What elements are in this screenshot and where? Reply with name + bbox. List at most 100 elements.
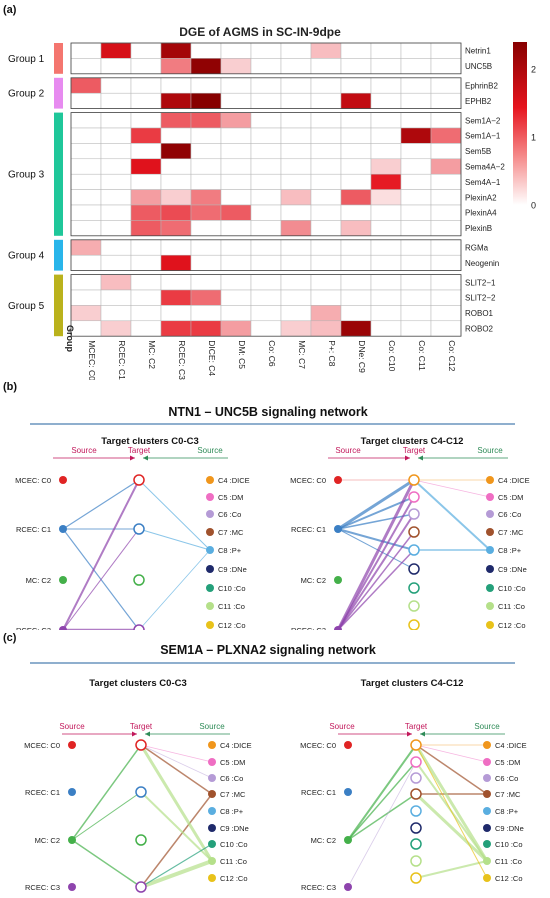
source-node-right [486,528,494,536]
heatmap-cell [400,42,432,59]
source-node-right [208,857,216,865]
row-label: Netrin1 [465,47,491,56]
source-node-right-label: C5 :DM [495,758,520,767]
source-header: Source [329,722,355,731]
heatmap-cell [100,204,132,221]
edge [140,744,213,795]
source-node-right-label: C10 :Co [495,840,523,849]
heatmap-cell [370,189,402,206]
heatmap-cell [400,143,432,160]
heatmap-cell [430,158,462,175]
heatmap-cell [310,112,342,129]
heatmap-cell [70,58,102,75]
source-node-right [483,774,491,782]
edge [140,843,213,888]
row-label: ROBO1 [465,309,494,318]
target-header: Target [403,446,426,455]
heatmap-cell [250,189,282,206]
source-node-label: RCEC: C1 [301,788,336,797]
arrow-head [407,731,412,737]
source-node [59,476,67,484]
source-node-right [206,546,214,554]
edge [415,744,488,763]
edge [347,761,417,888]
column-label: Co: C11 [417,340,427,371]
edge [139,859,214,889]
source-node-right [208,824,216,832]
group-color-bar [54,77,63,109]
heatmap-cell [370,204,402,221]
source-node-right [208,758,216,766]
heatmap-cell [100,42,132,59]
target-node [410,855,422,867]
heatmap-cell [160,77,192,94]
source-node-right [208,874,216,882]
target-node [408,474,420,486]
heatmap-cell [340,274,372,291]
heatmap-cell [280,58,312,75]
heatmap-cell [70,127,102,144]
edge [413,479,491,551]
source-node-label: MCEC: C0 [300,741,336,750]
heatmap-cell [250,77,282,94]
source-node-right-label: C11 :Co [218,602,245,611]
heatmap-cell [430,254,462,271]
heatmap-cell [160,220,192,237]
heatmap-cell [430,42,462,59]
edge [62,479,140,630]
edge [71,791,142,841]
heatmap-cell [70,239,102,256]
heatmap-cell [370,58,402,75]
edge [140,744,213,763]
heatmap-cell [250,127,282,144]
target-node [133,474,145,486]
source-node-right-label: C10 :Co [218,584,246,593]
source-node-label: MC: C2 [301,576,326,585]
heatmap-cell [190,112,222,129]
source-node [344,741,352,749]
heatmap-cell [370,112,402,129]
heatmap-cell [160,320,192,337]
source-node-right-label: C10 :Co [220,840,248,849]
column-label: DNe: C9 [357,340,367,373]
target-node [408,508,420,520]
source-node-label: RCEC: C3 [301,883,336,892]
source-node-right-label: C12 :Co [495,874,523,883]
heatmap-cell [220,289,252,306]
edge [336,478,416,531]
heatmap-cell [220,173,252,190]
heatmap-cell [100,320,132,337]
arrow-head [132,731,137,737]
panel-b-letter: (b) [3,381,17,393]
target-node [410,838,422,850]
heatmap-cell [100,77,132,94]
edge [62,528,140,630]
target-node [410,805,422,817]
heatmap-cell [310,42,342,59]
source-node-right-label: C6 :Co [495,774,518,783]
heatmap-cell [190,254,222,271]
arrow-head [143,455,148,461]
group-color-bar [54,112,63,236]
source-node-label: MCEC: C0 [15,476,51,485]
heatmap-cell [280,189,312,206]
heatmap-cell [400,127,432,144]
source-node-right [486,510,494,518]
source-node-right-label: C9 :DNe [218,565,247,574]
column-label: MC: C2 [147,340,157,369]
heatmap-cell [130,77,162,94]
heatmap-cell [160,204,192,221]
heatmap-cell [190,92,222,109]
source-node-right [206,621,214,629]
heatmap-cell [400,289,432,306]
heatmap-cell [340,127,372,144]
panel-b-title: NTN1 – UNC5B signaling network [168,405,367,419]
row-label: PlexinA4 [465,209,497,218]
arrow-head [418,455,423,461]
heatmap-cell [220,320,252,337]
heatmap-cell [400,320,432,337]
target-node [408,544,420,556]
source-node-right [208,840,216,848]
heatmap-cell [310,204,342,221]
target-header: Target [130,722,153,731]
